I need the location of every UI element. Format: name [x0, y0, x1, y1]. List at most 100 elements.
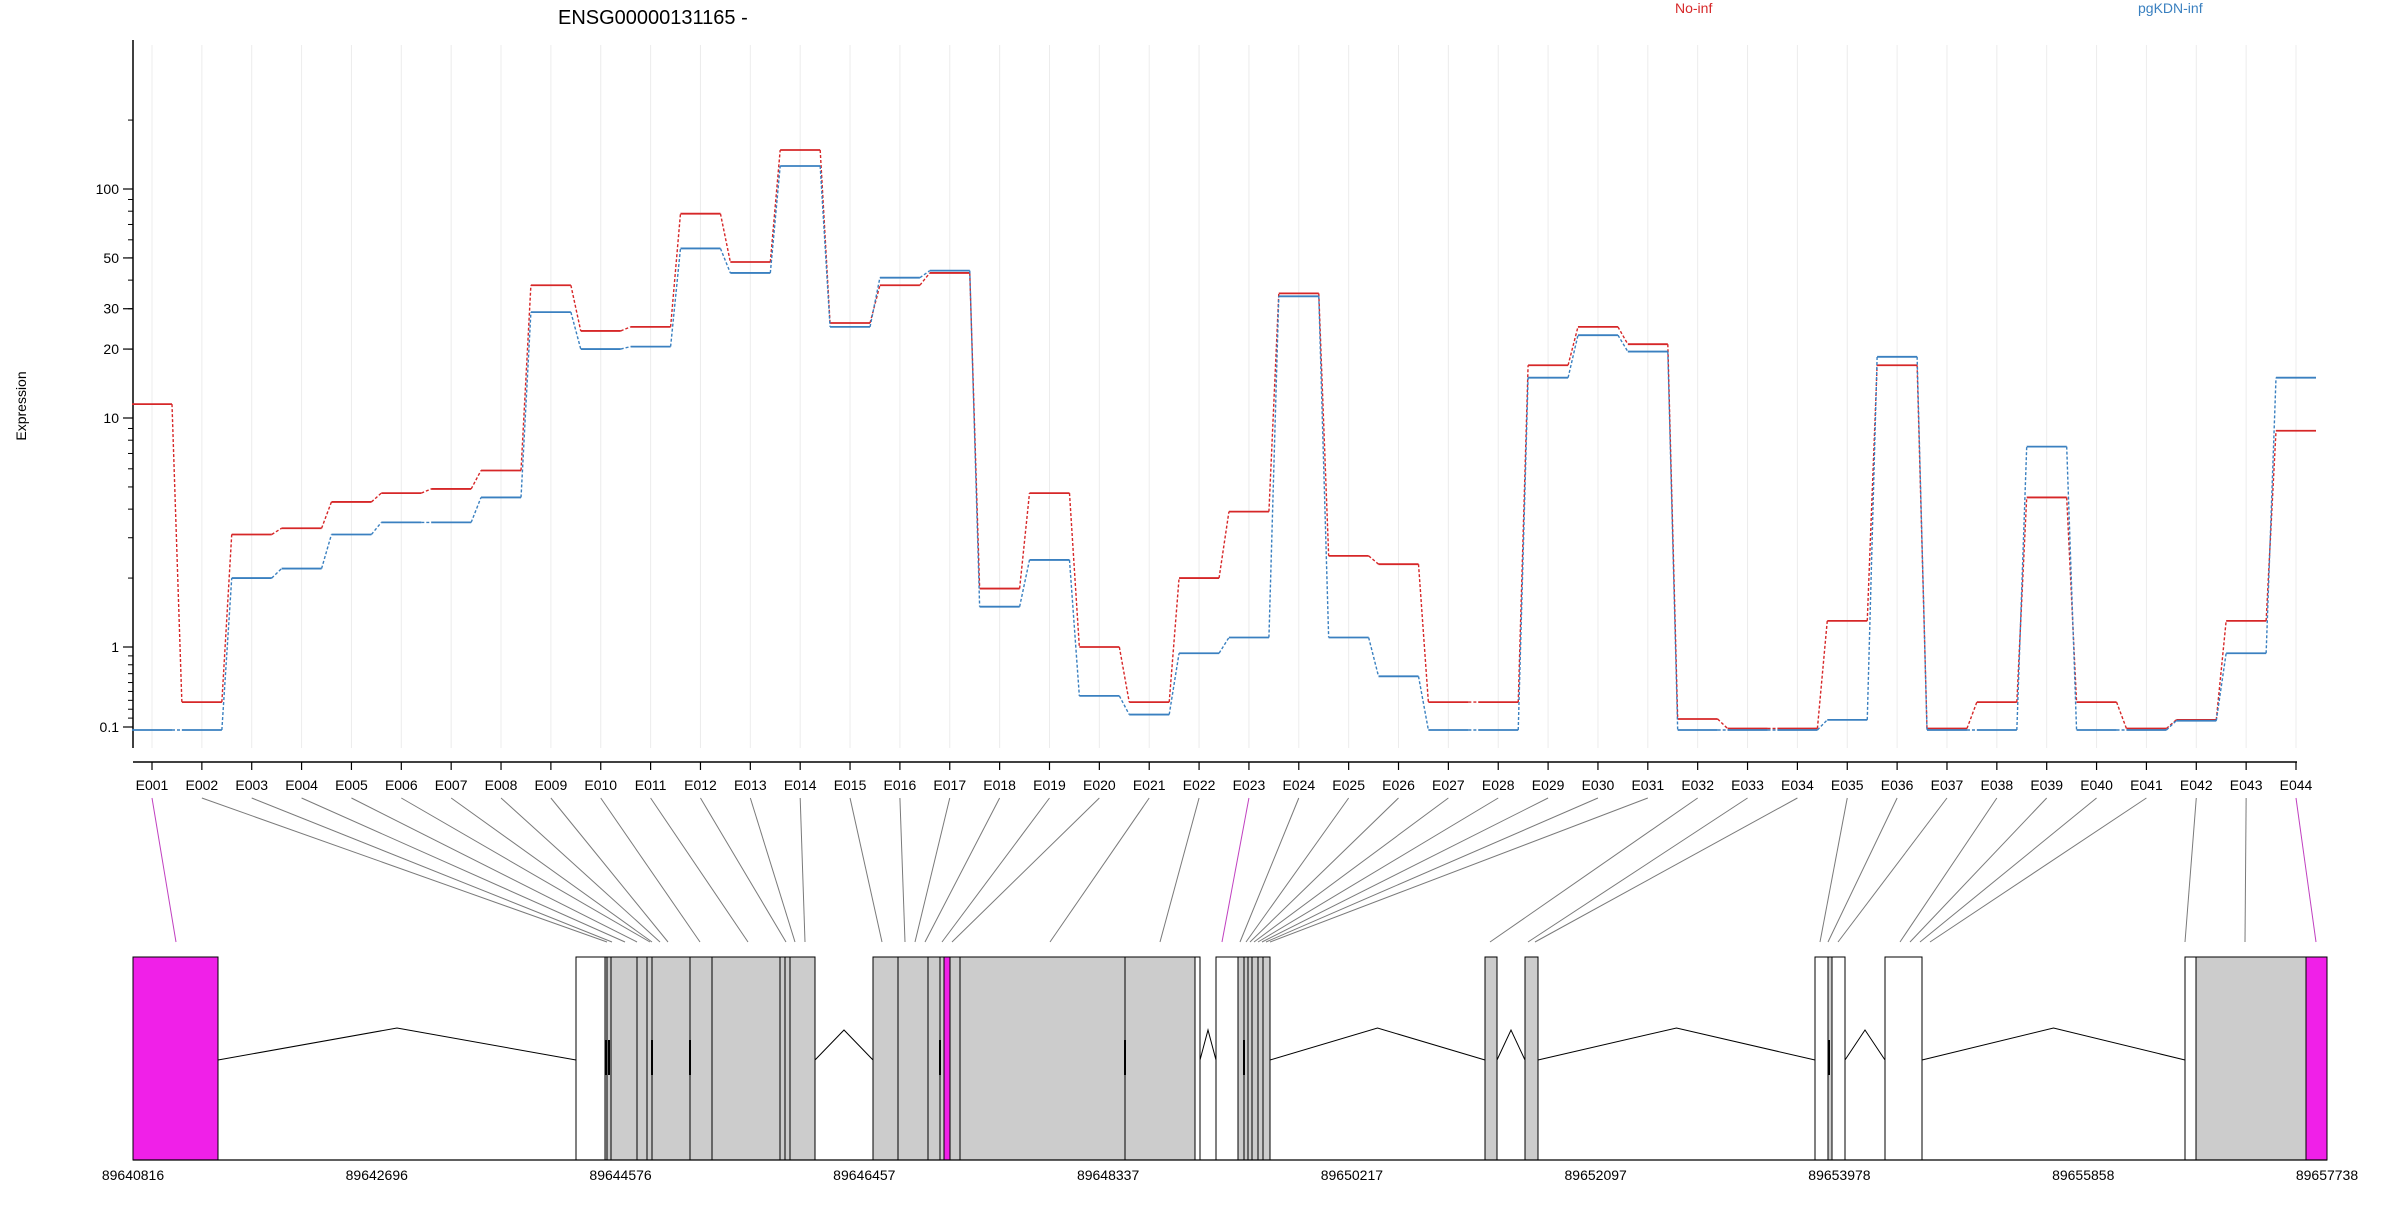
connector-E030 — [1265, 797, 1599, 943]
series-connector — [470, 497, 482, 523]
x-tick-label-E032: E032 — [1681, 777, 1714, 793]
x-tick-label-E039: E039 — [2030, 777, 2063, 793]
coordinate-label: 89650217 — [1321, 1167, 1384, 1183]
connector-E001 — [151, 797, 177, 943]
exon-block — [2305, 956, 2328, 1161]
intron-line — [1269, 1027, 1486, 1061]
exon-block — [711, 956, 781, 1161]
connector-E037 — [1837, 797, 1948, 943]
series-connector — [271, 568, 283, 579]
series-connector — [819, 165, 831, 327]
exon-block — [959, 956, 1126, 1161]
y-tick-label: 20 — [103, 341, 119, 357]
series-connector — [1617, 334, 1629, 352]
series-connector — [2065, 497, 2078, 703]
y-tick-label: 10 — [103, 410, 119, 426]
connector-E042 — [2184, 797, 2197, 943]
series-connector — [869, 285, 881, 324]
series-connector — [470, 470, 482, 490]
gene-model — [132, 956, 2328, 1161]
series-connector — [1068, 559, 1081, 696]
series-connector — [919, 272, 931, 286]
series-connector — [1517, 365, 1529, 703]
coordinate-label: 89657738 — [2296, 1167, 2359, 1183]
series-connector — [1018, 493, 1031, 589]
series-connector — [2265, 377, 2277, 654]
series-connector — [1866, 356, 1878, 720]
series-connector — [769, 149, 781, 263]
connector-E024 — [1239, 797, 1300, 943]
connector-E016 — [899, 797, 906, 943]
legend-pgkdn-inf: pgKDN-inf — [2138, 0, 2203, 16]
connector-E010 — [600, 797, 701, 943]
intron-line — [217, 1027, 577, 1061]
x-tick-label-E028: E028 — [1482, 777, 1515, 793]
series-connector — [1367, 637, 1380, 677]
x-tick-label-E004: E004 — [285, 777, 318, 793]
x-tick-label-E009: E009 — [535, 777, 568, 793]
x-tick-label-E020: E020 — [1083, 777, 1116, 793]
series-connector — [869, 277, 881, 328]
series-connector — [370, 521, 382, 535]
connector-E044 — [2295, 797, 2317, 943]
x-tick-label-E008: E008 — [485, 777, 518, 793]
grid-lines — [151, 45, 2297, 748]
series-connector — [1916, 356, 1928, 731]
x-tick-label-E026: E026 — [1382, 777, 1415, 793]
exon-block — [897, 956, 929, 1161]
exon-block — [779, 956, 786, 1161]
series-connector — [2165, 719, 2177, 730]
series-connector — [1318, 296, 1330, 638]
x-tick-label-E037: E037 — [1931, 777, 1964, 793]
series-connector — [719, 248, 731, 274]
series-connector — [520, 285, 532, 471]
x-tick-label-E025: E025 — [1332, 777, 1365, 793]
x-tick-label-E006: E006 — [385, 777, 418, 793]
coordinate-label: 89655858 — [2052, 1167, 2115, 1183]
intron-line — [1844, 1029, 1886, 1061]
exon-block — [1251, 956, 1259, 1161]
series-connector — [1667, 351, 1679, 731]
x-tick-label-E044: E044 — [2280, 777, 2313, 793]
connector-E011 — [650, 797, 749, 943]
x-tick-label-E021: E021 — [1133, 777, 1166, 793]
x-tick-label-E011: E011 — [635, 777, 667, 793]
series-connector — [669, 248, 682, 347]
x-tick-label-E033: E033 — [1731, 777, 1764, 793]
coordinate-label: 89653978 — [1808, 1167, 1871, 1183]
connector-E036 — [1827, 797, 1898, 943]
exon-block — [2195, 956, 2307, 1161]
x-tick-label-E030: E030 — [1582, 777, 1615, 793]
series-connector — [620, 345, 631, 350]
series-connector — [1816, 620, 1828, 729]
exon-block — [575, 956, 606, 1161]
x-tick-label-E012: E012 — [684, 777, 717, 793]
x-tick-label-E043: E043 — [2230, 777, 2263, 793]
exon-block — [651, 956, 691, 1161]
intron-line — [1921, 1027, 2186, 1061]
connector-E013 — [749, 797, 796, 943]
x-tick-label-E042: E042 — [2180, 777, 2213, 793]
exon-block — [1524, 956, 1539, 1161]
series-connector — [1816, 719, 1828, 731]
connector-E034 — [1534, 797, 1798, 943]
series-connector — [2016, 446, 2028, 731]
series-connector — [1567, 335, 1579, 378]
series-connector — [1417, 564, 1430, 703]
coordinate-label: 89652097 — [1565, 1167, 1628, 1183]
series-connector — [1018, 559, 1031, 607]
x-tick-label-E023: E023 — [1233, 777, 1266, 793]
connector-E020 — [951, 797, 1100, 943]
series-pgKDN-inf — [132, 165, 2316, 731]
exon-block — [1831, 956, 1846, 1161]
x-tick-label-E031: E031 — [1631, 777, 1664, 793]
exon-block — [610, 956, 638, 1161]
connector-E033 — [1527, 797, 1748, 943]
series-connector — [620, 326, 631, 332]
exon-block — [2184, 956, 2197, 1161]
series-connector — [1168, 578, 1180, 703]
x-tick-label-E002: E002 — [186, 777, 219, 793]
connector-E022 — [1159, 797, 1200, 943]
